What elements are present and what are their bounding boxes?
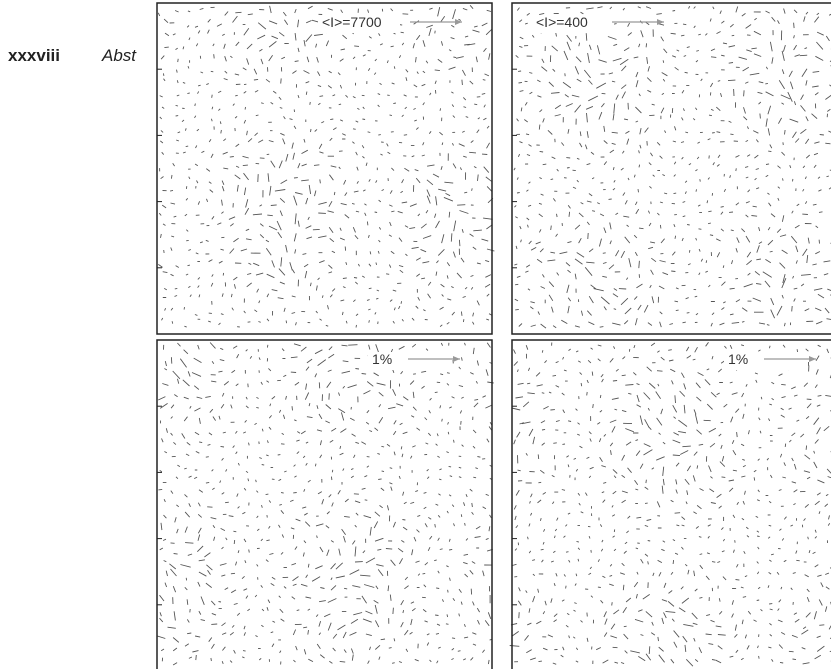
label-backdrop <box>318 15 400 33</box>
panel-frame <box>156 339 493 669</box>
vector-field <box>513 5 831 329</box>
scale-arrow-head <box>657 19 664 25</box>
vector-field <box>157 5 495 328</box>
scale-arrow-head <box>809 356 816 362</box>
panel-label: 1% <box>728 351 748 367</box>
panel-label: <I>=7700 <box>322 14 382 30</box>
vector-field <box>156 342 494 666</box>
section-title: Abst <box>102 46 137 65</box>
vector-field <box>509 342 831 667</box>
label-backdrop <box>368 352 450 370</box>
panel-frame <box>511 339 831 669</box>
panel-frame <box>156 2 493 335</box>
label-backdrop <box>532 15 614 33</box>
panel-label: 1% <box>372 351 392 367</box>
panel-frame <box>511 2 831 335</box>
label-backdrop <box>724 352 806 370</box>
page-number: xxxviii <box>8 46 60 65</box>
scale-arrow-head <box>455 19 462 25</box>
scale-arrow-head <box>453 356 460 362</box>
panel-label: <I>=400 <box>536 14 588 30</box>
